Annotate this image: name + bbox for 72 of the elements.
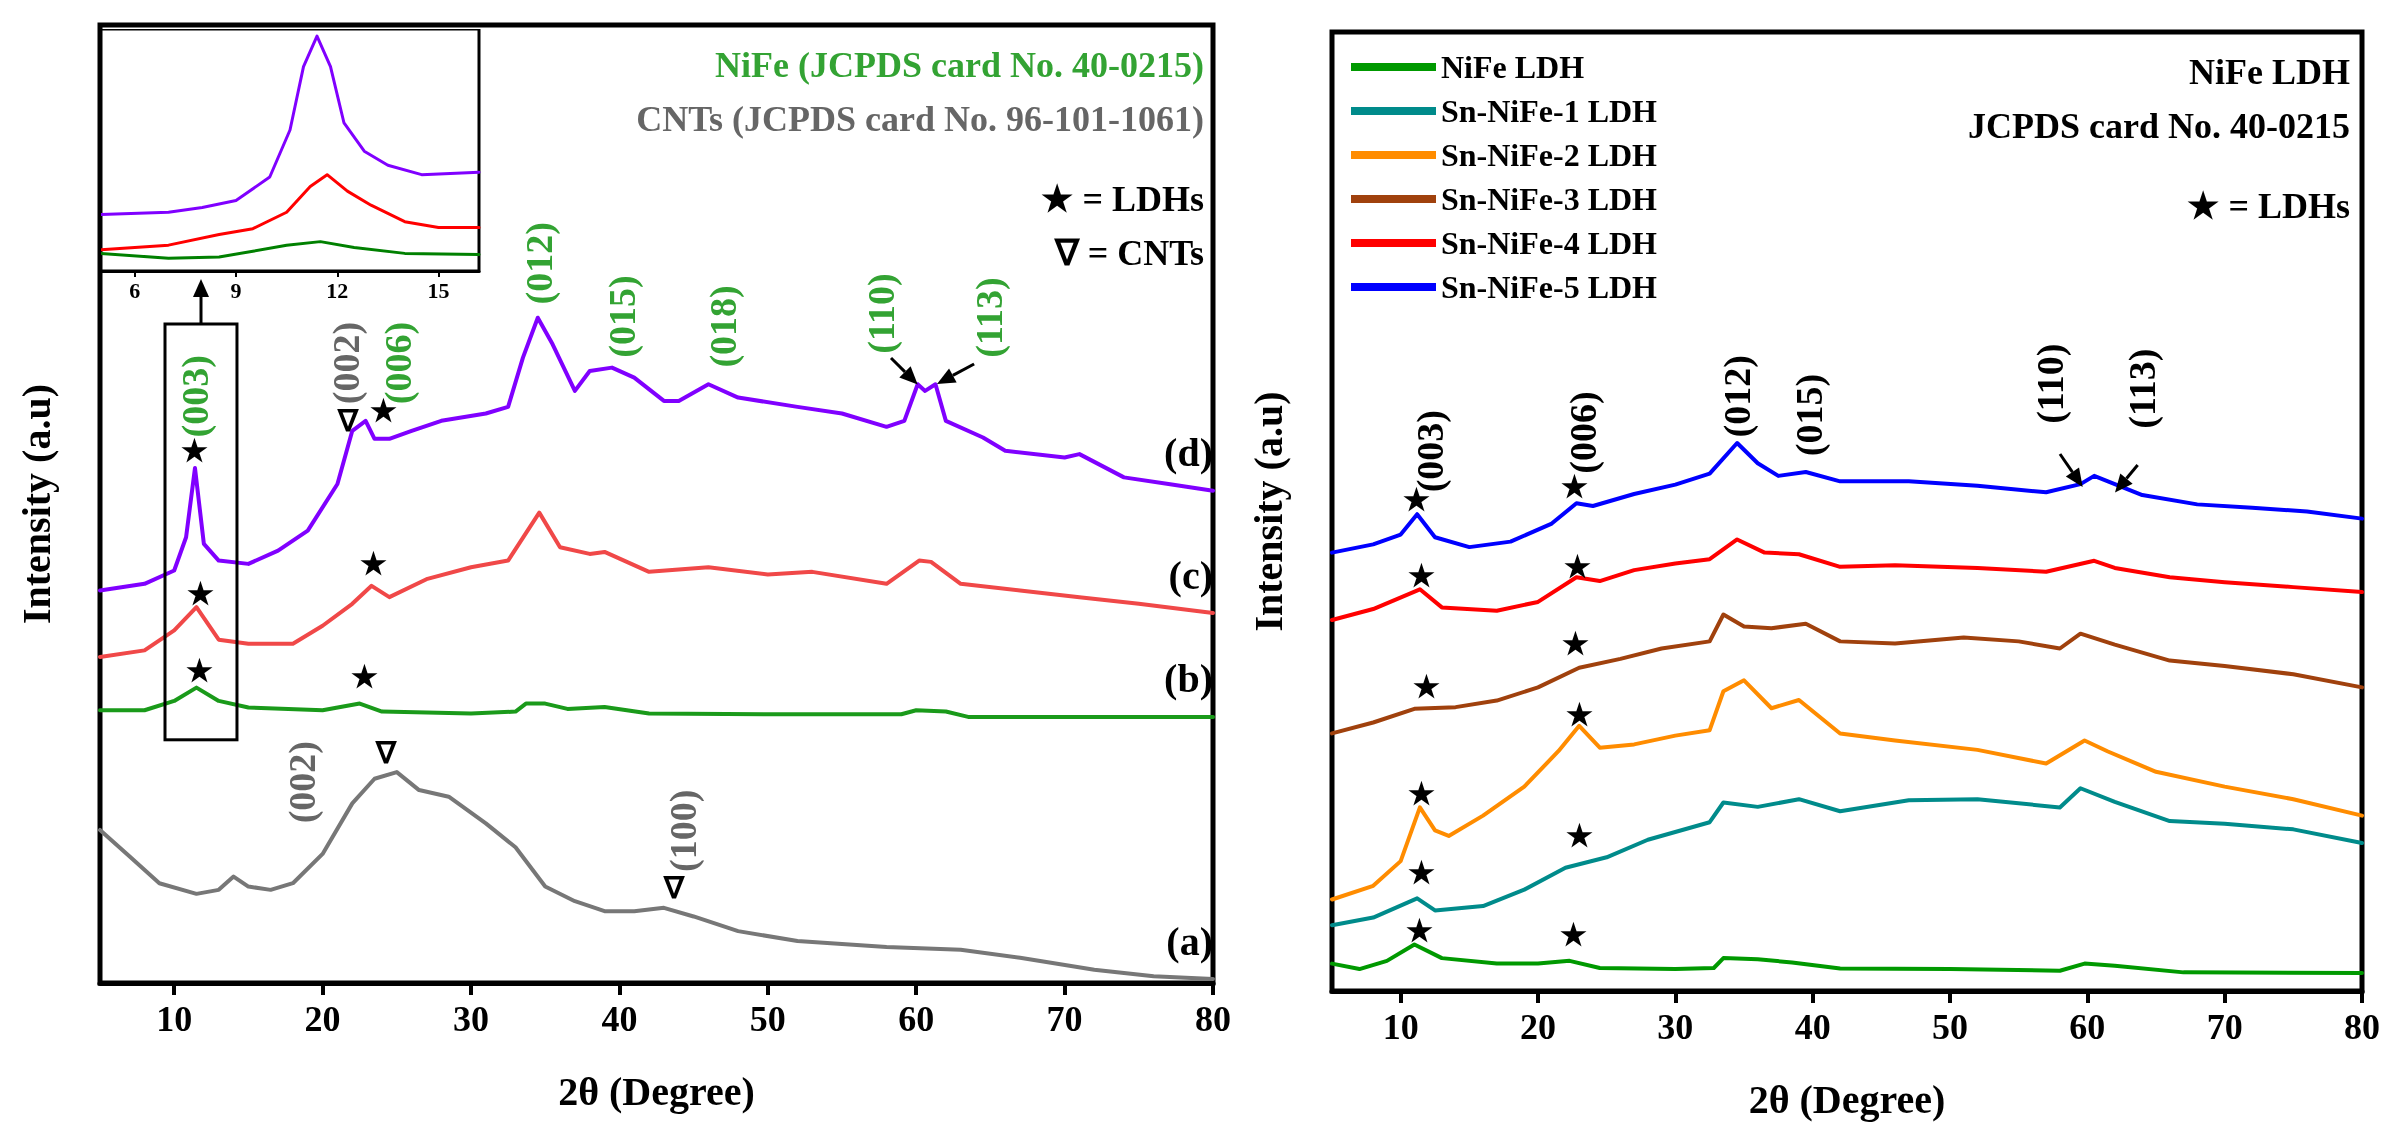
text: NiFe LDH [2189,52,2350,92]
x-tick-label: 30 [1657,1007,1694,1047]
annotation: ★ [1412,669,1440,703]
series-label: (a) [1166,918,1213,964]
x-tick-label: 60 [2069,1007,2106,1047]
x-tick-label: 40 [601,999,638,1039]
text: ★ = LDHs [2187,186,2350,226]
text: (113) [2121,348,2165,429]
annotation: ★ [1565,697,1593,731]
annotation: ∇ [663,871,686,905]
annotation: ★ [1563,550,1591,584]
x-tick-label: 80 [1195,999,1231,1039]
legend-label: Sn-NiFe-5 LDH [1441,269,1658,305]
text: NiFe (JCPDS card No. 40-0215) [715,45,1204,85]
annotation: (002) [280,741,324,824]
x-tick-label: 20 [1520,1007,1556,1047]
x-tick-label: 10 [156,999,193,1039]
annotation: (018) [702,285,746,368]
annotation: ★ [359,547,387,581]
annotation: ★ [1407,558,1435,592]
text: ∇ = CNTs [1053,233,1204,273]
annotation: ★ [1406,914,1434,948]
x-tick-label: 30 [453,999,489,1039]
annotation: (003) [173,355,217,438]
annotation: ★ [1562,627,1590,661]
annotation: ★ [350,660,378,694]
annotation: ★ [1407,777,1435,811]
text: JCPDS card No. 40-0215 [1968,106,2350,146]
annotation: ∇ [336,404,359,438]
x-tick-label: 50 [749,999,786,1039]
legend-label: Sn-NiFe-2 LDH [1441,137,1658,173]
annotation: ★ [1560,918,1588,952]
x-tick-label: 70 [2206,1007,2243,1047]
x-tick-label: 20 [304,999,341,1039]
text: (110) [2028,343,2072,424]
y-axis-title: Intensity (a.u) [13,383,59,625]
x-tick-label: 9 [230,277,242,303]
y-axis-title: Intensity (a.u) [1245,391,1291,632]
series-label: (d) [1164,430,1213,476]
annotation: (113) [967,277,1011,358]
x-tick-label: 60 [898,999,935,1039]
series-label: (c) [1168,552,1213,598]
annotation: ★ [1565,819,1593,853]
x-tick-label: 12 [326,277,349,303]
x-axis-title: 2θ (Degree) [1748,1076,1946,1122]
legend-label: Sn-NiFe-3 LDH [1441,181,1658,217]
text: (012) [1716,355,1760,438]
text: (012) [518,222,562,305]
x-tick-label: 80 [2344,1007,2380,1047]
annotation: (015) [1788,373,1832,457]
annotation: (002) [325,321,369,405]
annotation: (100) [662,789,706,872]
text: CNTs (JCPDS card No. 96-101-1061) [636,99,1204,139]
annotation: ★ [185,653,213,687]
legend-label: Sn-NiFe-4 LDH [1441,225,1658,261]
series-label: (b) [1164,656,1213,702]
x-tick-label: 6 [129,277,141,303]
x-axis-title: 2θ (Degree) [558,1068,755,1114]
x-tick-label: 10 [1382,1007,1419,1047]
text: ★ = LDHs [1041,179,1204,219]
annotation: ★ [1407,855,1435,889]
annotation: ★ [187,577,215,611]
x-tick-label: 40 [1794,1007,1831,1047]
legend-label: Sn-NiFe-1 LDH [1441,93,1658,129]
x-tick-label: 50 [1932,1007,1968,1047]
x-tick-label: 70 [1046,999,1083,1039]
legend-label: NiFe LDH [1441,49,1585,85]
annotation: ∇ [375,735,398,769]
annotation: (110) [859,273,903,354]
annotation: (006) [1561,391,1605,474]
x-tick-label: 15 [427,277,450,303]
annotation: (015) [601,275,645,358]
